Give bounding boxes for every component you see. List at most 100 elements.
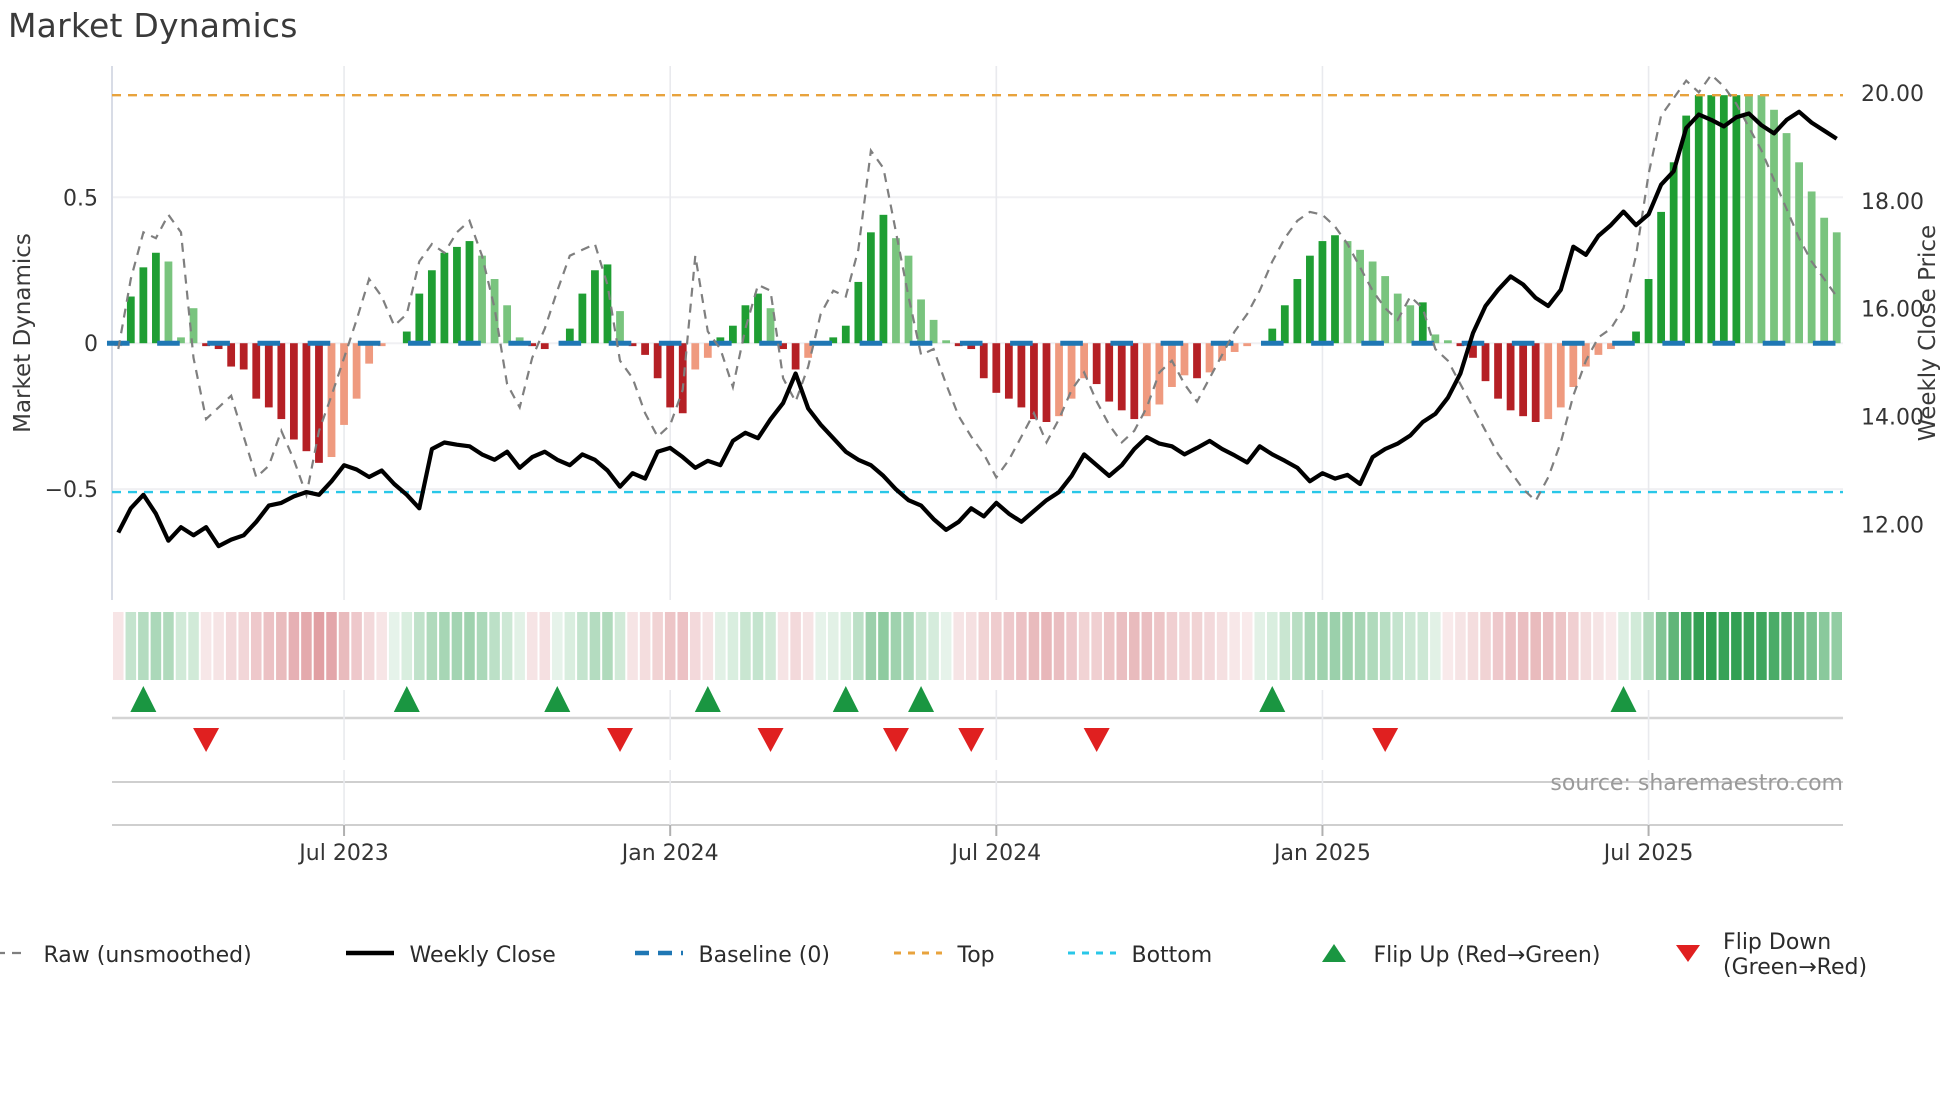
histogram-bar: [152, 252, 160, 344]
heatmap-cell: [1555, 612, 1567, 680]
y-tick-label-right: 16.00: [1861, 298, 1924, 323]
histogram-bar: [1280, 305, 1289, 344]
histogram-bar: [729, 325, 737, 344]
heatmap-cell: [313, 612, 325, 680]
legend-item[interactable]: Flip Up (Red→Green): [1308, 940, 1600, 970]
flip-down-marker[interactable]: [882, 728, 909, 752]
x-tick-label: Jan 2024: [620, 841, 719, 866]
heatmap-cell: [1756, 612, 1767, 680]
heatmap-cell: [1655, 612, 1667, 680]
histogram-bar: [1080, 343, 1089, 379]
histogram-bar: [1193, 343, 1201, 379]
flip-up-marker[interactable]: [1259, 686, 1286, 712]
flip-down-marker[interactable]: [1372, 728, 1399, 752]
heatmap-cell: [627, 612, 638, 680]
histogram-bar: [252, 343, 261, 399]
legend-label: Raw (unsmoothed): [43, 942, 252, 968]
heatmap-cell: [1505, 612, 1516, 680]
histogram-bar: [277, 343, 286, 420]
page-title: Market Dynamics: [8, 6, 298, 45]
heatmap-cell: [1367, 612, 1378, 680]
flip-down-marker[interactable]: [958, 728, 985, 752]
legend-marker-triangle-down: [1662, 942, 1710, 968]
heatmap-cell: [1379, 612, 1391, 680]
histogram-bar: [1055, 343, 1063, 417]
histogram-bar: [1130, 343, 1139, 420]
heatmap-cell: [953, 612, 964, 680]
heatmap-cell: [727, 612, 739, 680]
weekly-close-line: [116, 109, 1838, 549]
x-tick-label: Jul 2024: [950, 841, 1042, 866]
legend-item[interactable]: Raw (unsmoothed): [0, 940, 252, 970]
heatmap-cell: [1116, 612, 1128, 680]
histogram-bar: [766, 308, 775, 344]
heatmap-cell: [1768, 612, 1780, 680]
legend-marker-dotted-line: [892, 942, 944, 968]
heatmap-cell: [1618, 612, 1629, 680]
legend-item[interactable]: Flip Down (Green→Red): [1662, 930, 1960, 980]
flip-up-marker[interactable]: [393, 686, 420, 712]
histogram-bar: [716, 337, 725, 344]
heatmap-cell: [200, 612, 212, 680]
legend-item[interactable]: Baseline (0): [633, 940, 830, 970]
heatmap-cell: [577, 612, 588, 680]
legend-item[interactable]: Bottom: [1066, 940, 1212, 970]
flip-down-marker[interactable]: [1083, 728, 1110, 752]
heatmap-cell: [1229, 612, 1240, 680]
axis-title-left: Market Dynamics: [10, 233, 36, 433]
histogram-bar: [1607, 343, 1615, 350]
heatmap-cell: [1806, 612, 1817, 680]
heatmap-cell: [1693, 612, 1705, 680]
raw-unsmoothed-line: [117, 73, 1838, 503]
flip-up-marker[interactable]: [130, 686, 157, 712]
histogram-bar: [1506, 343, 1515, 411]
histogram-bar: [1318, 241, 1327, 344]
heatmap-cell: [501, 612, 513, 680]
source-attribution: source: sharemaestro.com: [1550, 771, 1843, 796]
histogram-bar: [365, 343, 374, 364]
heatmap-cell: [614, 612, 626, 680]
axis-title-right: Weekly Close Price: [1915, 225, 1941, 441]
heatmap-cell: [338, 612, 350, 680]
histogram-bar: [1757, 95, 1766, 344]
legend-item[interactable]: Top: [892, 940, 995, 970]
flip-down-marker[interactable]: [607, 728, 634, 752]
flip-up-marker[interactable]: [544, 686, 571, 712]
flip-up-marker[interactable]: [832, 686, 859, 712]
histogram-bar: [1494, 343, 1502, 399]
flip-up-marker[interactable]: [1610, 686, 1637, 712]
heatmap-cell: [1430, 612, 1441, 680]
histogram-bar: [591, 270, 599, 344]
flip-up-marker[interactable]: [908, 686, 935, 712]
histogram-bar: [854, 281, 863, 344]
histogram-bar: [239, 343, 248, 370]
heatmap-cell: [351, 612, 362, 680]
histogram-bar: [227, 343, 236, 367]
heatmap-cell: [564, 612, 576, 680]
flip-down-marker[interactable]: [193, 728, 220, 752]
heatmap-cell: [489, 612, 500, 680]
histogram-bar: [741, 305, 750, 344]
heatmap-cell: [1404, 612, 1416, 680]
histogram-bar: [1067, 343, 1076, 399]
histogram-bar: [979, 343, 988, 379]
heatmap-cell: [1216, 612, 1228, 680]
legend-item[interactable]: Weekly Close: [344, 940, 556, 970]
heatmap-cell: [1003, 612, 1015, 680]
histogram-bar: [1531, 343, 1540, 422]
heatmap-cell: [163, 612, 174, 680]
heatmap-cell: [1028, 612, 1040, 680]
histogram-bar: [653, 343, 662, 379]
flip-up-marker[interactable]: [694, 686, 721, 712]
heatmap-cell: [401, 612, 413, 680]
histogram-bar: [1105, 343, 1114, 402]
heatmap-cell: [526, 612, 538, 680]
heatmap-cell: [263, 612, 275, 680]
y-tick-label-right: 14.00: [1861, 406, 1924, 431]
heatmap-cell: [940, 612, 952, 680]
flip-down-marker[interactable]: [757, 728, 784, 752]
histogram-bar: [1795, 162, 1803, 344]
heatmap-cell: [276, 612, 287, 680]
histogram-bar: [1456, 343, 1465, 347]
